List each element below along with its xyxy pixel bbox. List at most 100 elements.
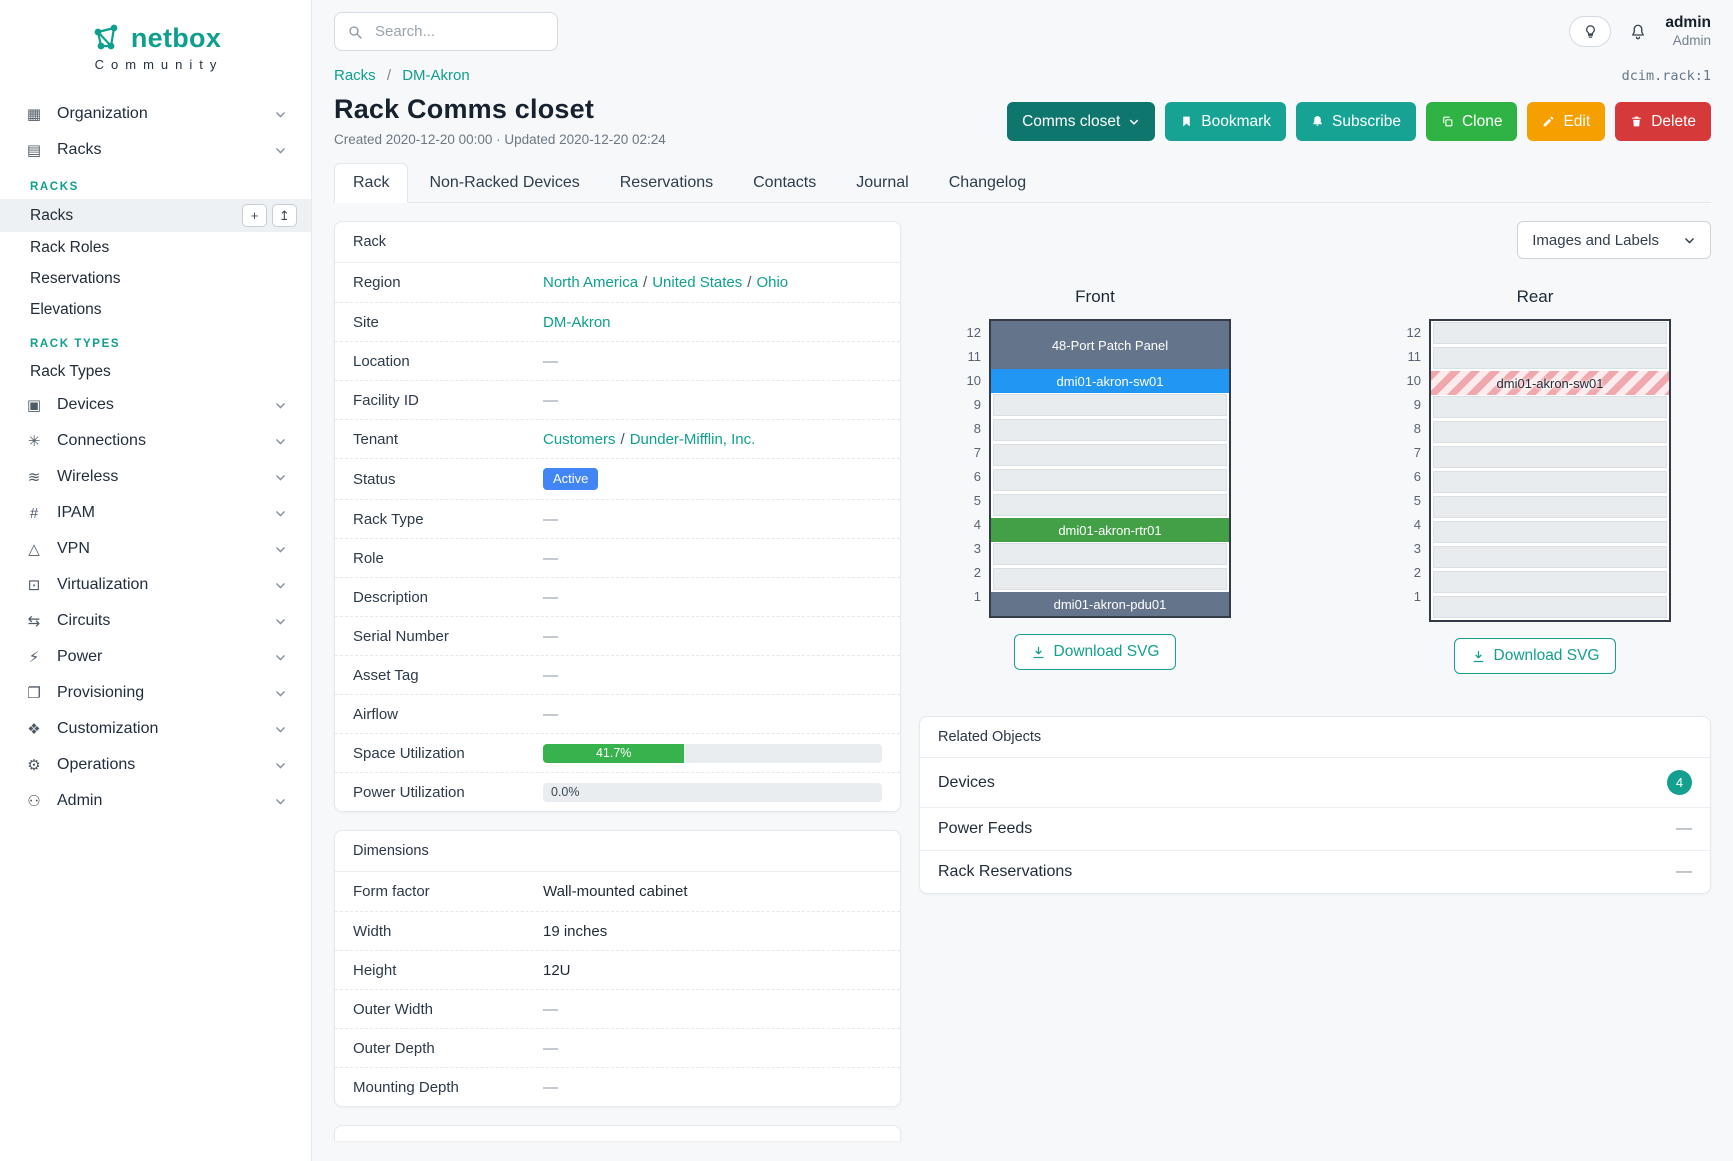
rack-empty-slot[interactable] <box>1431 496 1669 520</box>
rack-empty-slot[interactable] <box>991 394 1229 418</box>
link-north-america[interactable]: North America <box>543 274 639 291</box>
search-box[interactable] <box>334 12 558 51</box>
next-card-partial <box>334 1125 901 1142</box>
tab-reservations[interactable]: Reservations <box>619 174 714 191</box>
tab-rack[interactable]: Rack <box>334 163 409 203</box>
sidebar-item-rack-types[interactable]: Rack Types <box>30 362 111 380</box>
tab-changelog[interactable]: Changelog <box>948 174 1027 191</box>
link-dunder-mifflin-inc[interactable]: Dunder-Mifflin, Inc. <box>629 430 756 448</box>
breadcrumb-racks[interactable]: Racks <box>334 67 376 84</box>
unit-number: 9 <box>973 397 981 412</box>
tab-contacts[interactable]: Contacts <box>753 174 817 191</box>
rack-device-dmi01-akron-pdu01[interactable]: dmi01-akron-pdu01 <box>991 592 1229 616</box>
attr-row-rack-type: Rack Type — <box>335 499 900 538</box>
rack-empty-slot[interactable] <box>991 469 1229 493</box>
edit-button[interactable]: Edit <box>1527 102 1606 141</box>
sidebar-item-power[interactable]: ⚡ Power <box>0 639 311 675</box>
sidebar-item-racks[interactable]: ▤ Racks <box>0 132 311 168</box>
view-dropdown[interactable]: Comms closet <box>1007 102 1156 141</box>
link-ohio[interactable]: Ohio <box>756 274 789 291</box>
attr-row-description: Description — <box>335 577 900 616</box>
sidebar-item-rack-roles[interactable]: Rack Roles <box>30 238 110 256</box>
rack-empty-slot[interactable] <box>991 543 1229 567</box>
clone-button[interactable]: Clone <box>1425 102 1518 141</box>
related-row-rack-reservations[interactable]: Rack Reservations — <box>920 850 1710 893</box>
sidebar-item-circuits[interactable]: ⇆ Circuits <box>0 603 311 639</box>
rack-device-dmi01-akron-rtr01[interactable]: dmi01-akron-rtr01 <box>991 518 1229 542</box>
sidebar-item-devices[interactable]: ▣ Devices <box>0 387 311 423</box>
attr-row-width: Width 19 inches <box>335 911 900 950</box>
attr-row-outer-depth: Outer Depth — <box>335 1028 900 1067</box>
rack-empty-slot[interactable] <box>991 568 1229 592</box>
page-body: Rack Region North America / United States / O… <box>334 203 1711 1142</box>
related-row-power-feeds[interactable]: Power Feeds — <box>920 807 1710 850</box>
attr-row-region: Region North America / United States / Ohio <box>353 274 789 291</box>
sidebar-item-elevations[interactable]: Elevations <box>30 300 102 318</box>
subscribe-button[interactable]: Subscribe <box>1296 102 1416 141</box>
user-menu[interactable]: admin Admin <box>1665 13 1711 49</box>
sidebar-item-ipam[interactable]: # IPAM <box>0 495 311 531</box>
link-customers[interactable]: Customers <box>543 430 616 448</box>
sidebar-item-admin[interactable]: ⚇ Admin <box>0 783 311 819</box>
related-objects-card: Related Objects Devices 4 Power Feeds — Rack… <box>919 716 1711 894</box>
related-objects-title: Related Objects <box>920 717 1710 758</box>
link-united-states[interactable]: United States <box>652 274 743 291</box>
rack-empty-slot[interactable] <box>991 494 1229 518</box>
chevron-down-icon <box>274 543 287 556</box>
chevron-down-icon <box>274 399 287 412</box>
link-dm-akron[interactable]: DM-Akron <box>543 313 611 331</box>
sidebar-item-reservations[interactable]: Reservations <box>30 269 121 287</box>
unit-number: 10 <box>1406 373 1421 388</box>
sidebar-item-provisioning[interactable]: ❐ Provisioning <box>0 675 311 711</box>
unit-number: 1 <box>1413 589 1421 604</box>
rack-unit-numbers: 12 11 10 9 8 7 6 5 4 3 2 1 <box>959 319 989 618</box>
sidebar-item-wireless[interactable]: ≋ Wireless <box>0 459 311 495</box>
sidebar-item-racks[interactable]: Racks + ↥ <box>0 199 311 232</box>
tab-journal[interactable]: Journal <box>856 174 909 191</box>
sidebar-item-connections[interactable]: ✳ Connections <box>0 423 311 459</box>
delete-button[interactable]: Delete <box>1615 102 1711 141</box>
rack-empty-slot[interactable] <box>1431 446 1669 470</box>
add-button[interactable]: + <box>242 204 267 227</box>
rack-empty-slot[interactable] <box>1431 521 1669 545</box>
rack-device-dmi01-akron-sw01[interactable]: dmi01-akron-sw01 <box>1431 371 1669 395</box>
breadcrumb-site[interactable]: DM-Akron <box>402 67 470 84</box>
rack-empty-slot[interactable] <box>1431 571 1669 595</box>
topbar: admin Admin <box>312 0 1733 59</box>
related-row-devices[interactable]: Devices 4 <box>920 758 1710 807</box>
images-labels-select[interactable]: Images and Labels <box>1517 221 1711 259</box>
theme-toggle-button[interactable] <box>1569 16 1612 47</box>
brand[interactable]: netbox Community <box>0 0 311 82</box>
rack-empty-slot[interactable] <box>1431 347 1669 371</box>
rack-empty-slot[interactable] <box>991 444 1229 468</box>
right-column: Images and Labels Front 12 11 10 9 8 7 6 5 4 3 2 1 … <box>919 221 1711 894</box>
tab-non-racked-devices[interactable]: Non-Racked Devices <box>429 174 580 191</box>
search-input[interactable] <box>373 22 545 41</box>
rack-empty-slot[interactable] <box>1431 546 1669 570</box>
status-badge: Active <box>543 468 599 491</box>
sidebar-item-vpn[interactable]: △ VPN <box>0 531 311 567</box>
sidebar-item-organization[interactable]: ▦ Organization <box>0 96 311 132</box>
notifications-button[interactable] <box>1627 21 1649 43</box>
import-button[interactable]: ↥ <box>272 204 297 227</box>
bell-plus-icon <box>1311 115 1324 128</box>
sidebar-item-operations[interactable]: ⚙ Operations <box>0 747 311 783</box>
download-svg-rear-button[interactable]: Download SVG <box>1453 638 1617 674</box>
lightbulb-icon <box>1583 24 1598 39</box>
rack-device-dmi01-akron-sw01[interactable]: dmi01-akron-sw01 <box>991 369 1229 393</box>
download-svg-front-button[interactable]: Download SVG <box>1013 634 1177 670</box>
sidebar-item-customization[interactable]: ❖ Customization <box>0 711 311 747</box>
rack-card: Rack Region North America / United States / O… <box>334 221 901 813</box>
rack-empty-slot[interactable] <box>991 419 1229 443</box>
attr-row-airflow: Airflow — <box>335 694 900 733</box>
rack-empty-slot[interactable] <box>1431 396 1669 420</box>
rack-card-title: Rack <box>335 222 900 263</box>
bookmark-button[interactable]: Bookmark <box>1165 102 1287 141</box>
rack-empty-slot[interactable] <box>1431 322 1669 346</box>
sidebar-item-virtualization[interactable]: ⊡ Virtualization <box>0 567 311 603</box>
unit-number: 11 <box>967 349 982 364</box>
rack-empty-slot[interactable] <box>1431 471 1669 495</box>
rack-empty-slot[interactable] <box>1431 596 1669 620</box>
rack-empty-slot[interactable] <box>1431 421 1669 445</box>
rack-device-48-port-patch-panel[interactable]: 48-Port Patch Panel <box>991 321 1229 369</box>
